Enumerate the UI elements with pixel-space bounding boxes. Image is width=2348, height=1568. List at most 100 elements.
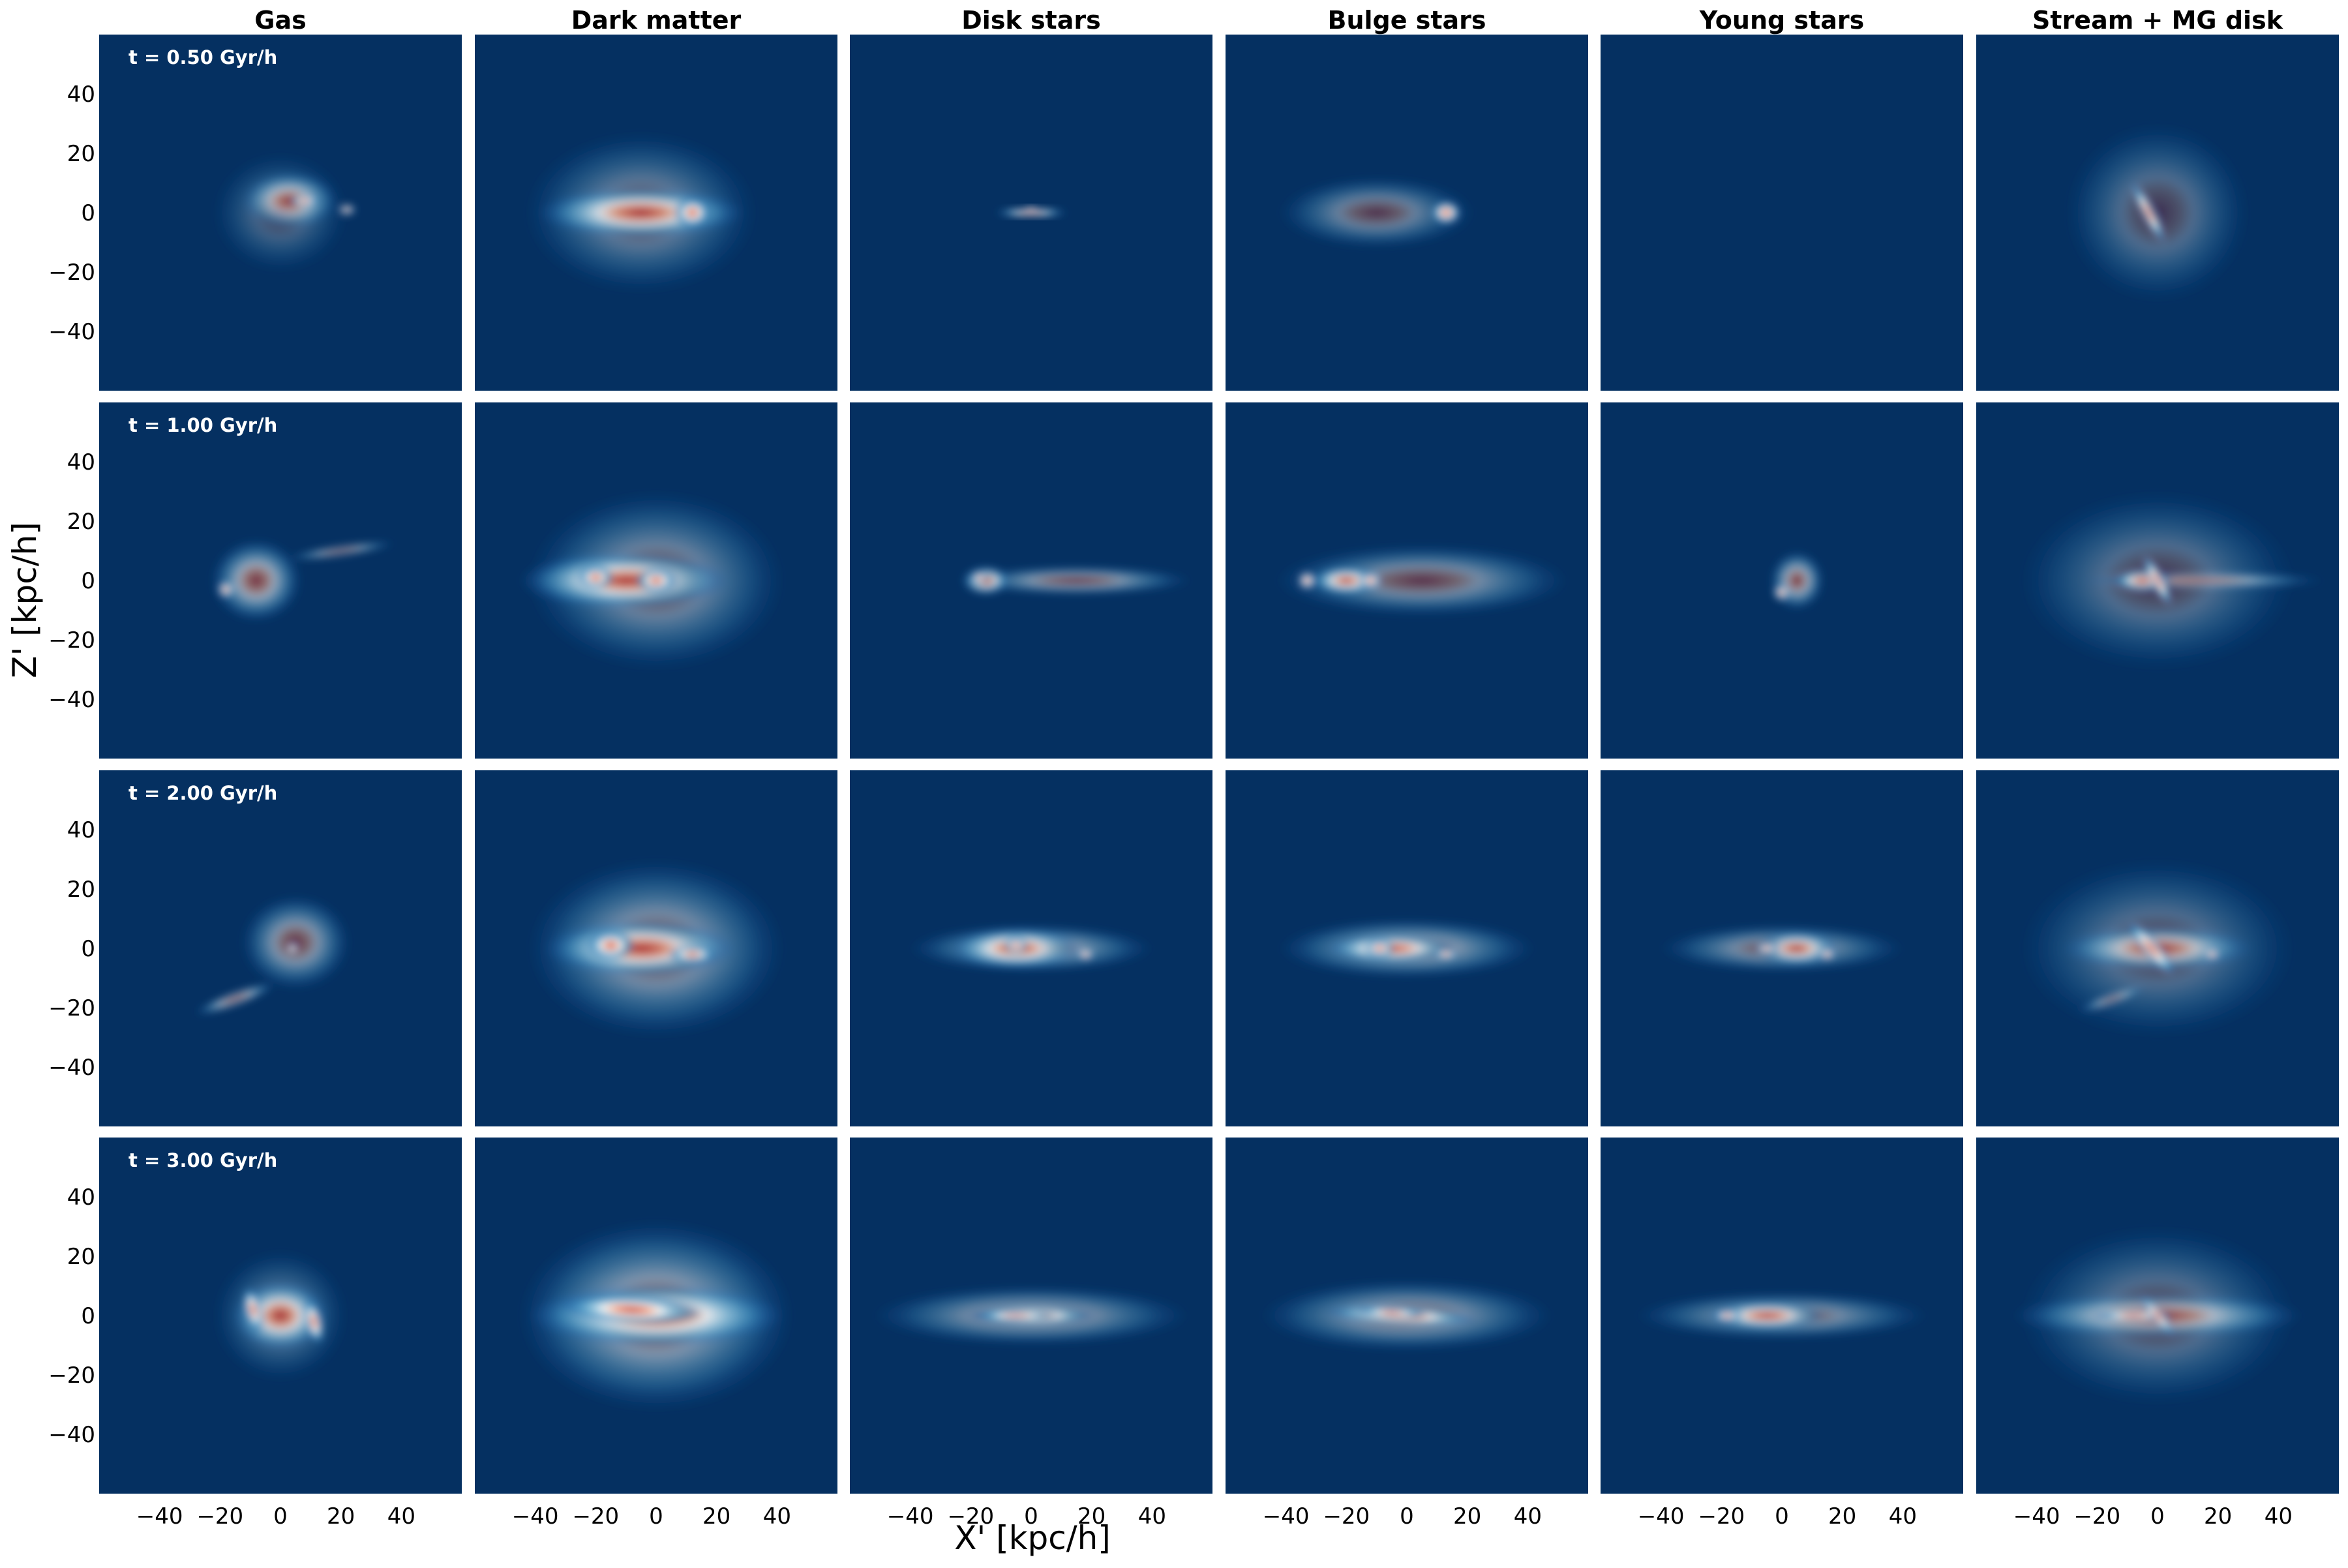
column-title: Stream + MG disk: [2032, 6, 2283, 35]
y-tick-label: 0: [81, 568, 95, 594]
density-blob: [1754, 942, 1779, 955]
time-label: t = 2.00 Gyr/h: [128, 782, 277, 804]
density-blob: [195, 982, 275, 1015]
x-tick-label: −40: [1263, 1503, 1310, 1530]
density-blob: [538, 186, 744, 239]
x-tick-label: 40: [1889, 1503, 1917, 1530]
density-blob: [1364, 939, 1395, 957]
density-blob: [287, 541, 395, 561]
y-tick-label: 20: [67, 141, 95, 167]
x-tick-label: −20: [947, 1503, 994, 1530]
panel-r4-c1: [99, 1138, 462, 1494]
density-blob: [2142, 553, 2173, 608]
panel-background: [1601, 35, 1963, 391]
time-label: t = 3.00 Gyr/h: [128, 1149, 277, 1171]
x-tick-label: 0: [1775, 1503, 1789, 1530]
density-blob: [1355, 1306, 1428, 1319]
panel-r3-c3: [850, 770, 1212, 1126]
panel-r4-c3: [850, 1138, 1212, 1494]
x-tick-label: −40: [512, 1503, 559, 1530]
density-blob: [544, 918, 738, 978]
density-blob: [1004, 936, 1029, 955]
density-blob: [217, 580, 235, 599]
panel-r1-c1: [99, 35, 462, 391]
panel-r1-c3: [850, 35, 1212, 391]
density-blob: [2067, 123, 2248, 302]
panel-r3-c1: [99, 770, 462, 1126]
panel-r1-c4: [1226, 35, 1588, 391]
y-tick-label: 20: [67, 509, 95, 535]
density-blob: [1706, 1301, 1828, 1331]
panel-r1-c6: [1976, 35, 2339, 391]
density-blob: [973, 1310, 1059, 1321]
density-blob: [961, 565, 1192, 596]
density-blob: [303, 1298, 325, 1345]
density-blob: [2078, 985, 2146, 1013]
density-blob: [2203, 948, 2221, 961]
density-blob: [1431, 200, 1462, 225]
y-tick-label: −40: [48, 319, 95, 345]
panel-r2-c6: [1976, 402, 2339, 759]
panel-r2-c3: [850, 402, 1212, 759]
density-blob: [577, 565, 614, 590]
density-blob: [1754, 930, 1840, 967]
density-blob: [2139, 1294, 2176, 1337]
density-blob: [211, 539, 302, 622]
y-tick-label: 40: [67, 82, 95, 108]
density-blob: [2127, 920, 2176, 977]
x-tick-label: −40: [2013, 1503, 2060, 1530]
density-blob: [242, 1286, 264, 1333]
x-tick-label: −20: [1698, 1503, 1745, 1530]
density-blob: [586, 930, 635, 961]
panel-r4-c5: [1601, 1138, 1963, 1494]
panel-r4-c2: [475, 1138, 837, 1494]
y-tick-label: 20: [67, 1244, 95, 1270]
x-tick-label: 20: [1453, 1503, 1481, 1530]
y-axis-label: Z' [kpc/h]: [6, 522, 44, 678]
panel-r3-c2: [475, 770, 837, 1126]
density-blob: [1298, 571, 1316, 590]
panel-r1-c2: [475, 35, 837, 391]
panel-r1-c5: [1601, 35, 1963, 391]
density-blob: [635, 568, 678, 593]
density-blob: [668, 945, 717, 963]
y-tick-label: −40: [48, 1422, 95, 1448]
x-tick-label: −20: [1323, 1503, 1370, 1530]
y-tick-label: −40: [48, 1055, 95, 1081]
column-title: Disk stars: [961, 6, 1100, 35]
x-tick-label: 40: [1514, 1503, 1542, 1530]
panel-r2-c5: [1601, 402, 1963, 759]
x-tick-label: −40: [887, 1503, 934, 1530]
x-tick-label: 20: [1828, 1503, 1856, 1530]
panel-r4-c6: [1976, 1138, 2339, 1494]
density-blob: [1276, 545, 1567, 616]
density-blob: [1818, 948, 1837, 961]
density-blob: [241, 171, 339, 231]
x-tick-label: −20: [2073, 1503, 2120, 1530]
panel-r3-c6: [1976, 770, 2339, 1126]
x-tick-label: −20: [572, 1503, 619, 1530]
panel-r2-c2: [475, 402, 837, 759]
panel-r2-c4: [1226, 402, 1588, 759]
density-blob: [1434, 948, 1458, 961]
y-tick-label: 20: [67, 877, 95, 903]
x-tick-label: 20: [327, 1503, 355, 1530]
column-title: Dark matter: [571, 6, 742, 35]
time-label: t = 0.50 Gyr/h: [128, 46, 277, 68]
y-tick-label: 0: [81, 1303, 95, 1329]
panel-r3-c5: [1601, 770, 1963, 1126]
panel-r2-c1: [99, 402, 462, 759]
x-tick-label: 40: [1138, 1503, 1166, 1530]
x-tick-label: 40: [387, 1503, 415, 1530]
x-tick-label: 40: [763, 1503, 791, 1530]
column-title: Young stars: [1699, 6, 1864, 35]
y-tick-label: −40: [48, 687, 95, 713]
density-blob: [1076, 948, 1095, 961]
y-tick-label: 40: [67, 1184, 95, 1211]
y-tick-label: 40: [67, 449, 95, 475]
density-blob: [241, 895, 350, 990]
time-label: t = 1.00 Gyr/h: [128, 414, 277, 436]
x-tick-label: 20: [702, 1503, 730, 1530]
